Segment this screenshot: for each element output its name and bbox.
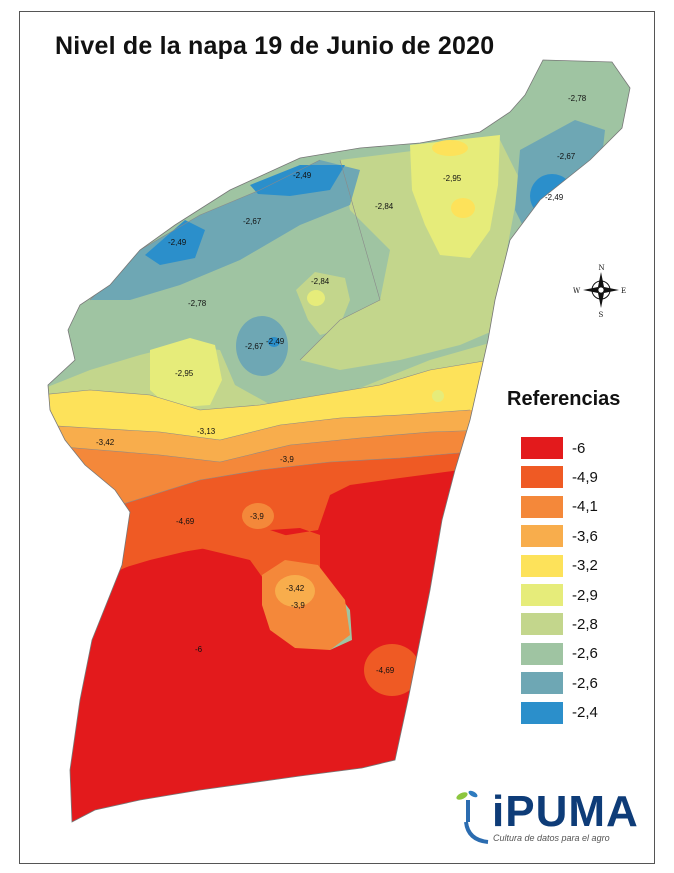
contour-label: -3,9 <box>280 455 294 464</box>
contour-label: -2,49 <box>168 238 187 247</box>
compass-rose-icon: N S E W <box>573 264 626 319</box>
legend-item: -2,4 <box>521 701 598 724</box>
zone-4-9 <box>48 528 310 590</box>
contour-label: -2,78 <box>568 94 587 103</box>
contour-label: -2,67 <box>245 342 264 351</box>
legend-swatch <box>521 642 563 665</box>
legend-swatch <box>521 701 563 724</box>
legend-label: -6 <box>572 439 586 457</box>
legend-label: -2,8 <box>572 615 598 633</box>
zone-2-9 <box>410 135 500 258</box>
legend-swatch <box>521 613 563 636</box>
contour-label: -2,84 <box>311 277 330 286</box>
contour-label: -2,49 <box>545 193 564 202</box>
legend-item: -3,6 <box>521 525 598 548</box>
contour-label: -2,49 <box>266 337 285 346</box>
legend-label: -4,9 <box>572 468 598 486</box>
field-boundary <box>47 59 631 823</box>
map-title: Nivel de la napa 19 de Junio de 2020 <box>55 32 495 60</box>
legend-swatch <box>521 554 563 577</box>
zone-4-1 <box>242 503 274 529</box>
zone-2-4 <box>250 165 345 196</box>
contour-label: -3,9 <box>291 601 305 610</box>
compass-s: S <box>599 311 604 319</box>
zone-2-6b <box>236 316 288 376</box>
contour-label: -6 <box>195 645 203 654</box>
legend-swatch <box>521 584 563 606</box>
zone-2-9 <box>307 290 325 306</box>
logo-wordmark: iPUMA <box>492 787 639 836</box>
legend-swatch <box>521 495 563 518</box>
contour-label: -3,42 <box>96 438 115 447</box>
legend-swatch <box>521 672 563 695</box>
sprout-icon <box>456 790 489 844</box>
zone-2-9 <box>432 390 444 402</box>
contour-label: -4,69 <box>176 517 195 526</box>
legend-swatch <box>521 437 563 459</box>
legend-item: -2,6 <box>521 672 598 695</box>
legend-title: Referencias <box>507 388 621 410</box>
legend-item: -3,2 <box>521 554 598 577</box>
legend-label: -3,6 <box>572 527 598 545</box>
zone-6 <box>48 440 500 822</box>
legend-item: -2,9 <box>521 584 598 606</box>
compass-e: E <box>621 287 626 295</box>
zone-3-2 <box>451 198 475 218</box>
contour-label: -3,42 <box>286 584 305 593</box>
legend-label: -2,9 <box>572 586 598 604</box>
contour-label: -2,67 <box>243 217 262 226</box>
contour-label: -2,49 <box>293 171 312 180</box>
contour-label: -2,84 <box>375 202 394 211</box>
logo-tagline: Cultura de datos para el agro <box>493 833 610 843</box>
zone-2-4 <box>145 220 205 265</box>
legend-label: -2,6 <box>572 645 598 663</box>
contour-label: -2,95 <box>443 174 462 183</box>
contour-label: -2,95 <box>175 369 194 378</box>
compass-n: N <box>599 264 605 272</box>
legend-item: -6 <box>521 437 585 459</box>
contour-label: -4,69 <box>376 666 395 675</box>
legend-swatch <box>521 525 563 548</box>
legend-swatch <box>521 466 563 489</box>
legend-item: -2,6 <box>521 642 598 665</box>
legend-item: -2,8 <box>521 613 598 636</box>
legend-label: -4,1 <box>572 498 598 516</box>
contour-label: -3,9 <box>250 512 264 521</box>
compass-w: W <box>573 287 581 295</box>
legend-item: -4,1 <box>521 495 598 518</box>
zone-2-9 <box>150 338 222 408</box>
legend-item: -4,9 <box>521 466 598 489</box>
contour-label: -2,78 <box>188 299 207 308</box>
zone-2-4 <box>268 337 280 347</box>
legend-label: -2,4 <box>572 704 598 722</box>
zone-3-6 <box>275 575 315 607</box>
legend-label: -3,2 <box>572 557 598 575</box>
zone-2-8 <box>296 272 350 335</box>
contour-label: -3,13 <box>197 427 216 436</box>
zone-3-2 <box>432 140 468 156</box>
zone-4-9 <box>364 644 420 696</box>
contour-label: -2,67 <box>557 152 576 161</box>
legend-label: -2,6 <box>572 674 598 692</box>
